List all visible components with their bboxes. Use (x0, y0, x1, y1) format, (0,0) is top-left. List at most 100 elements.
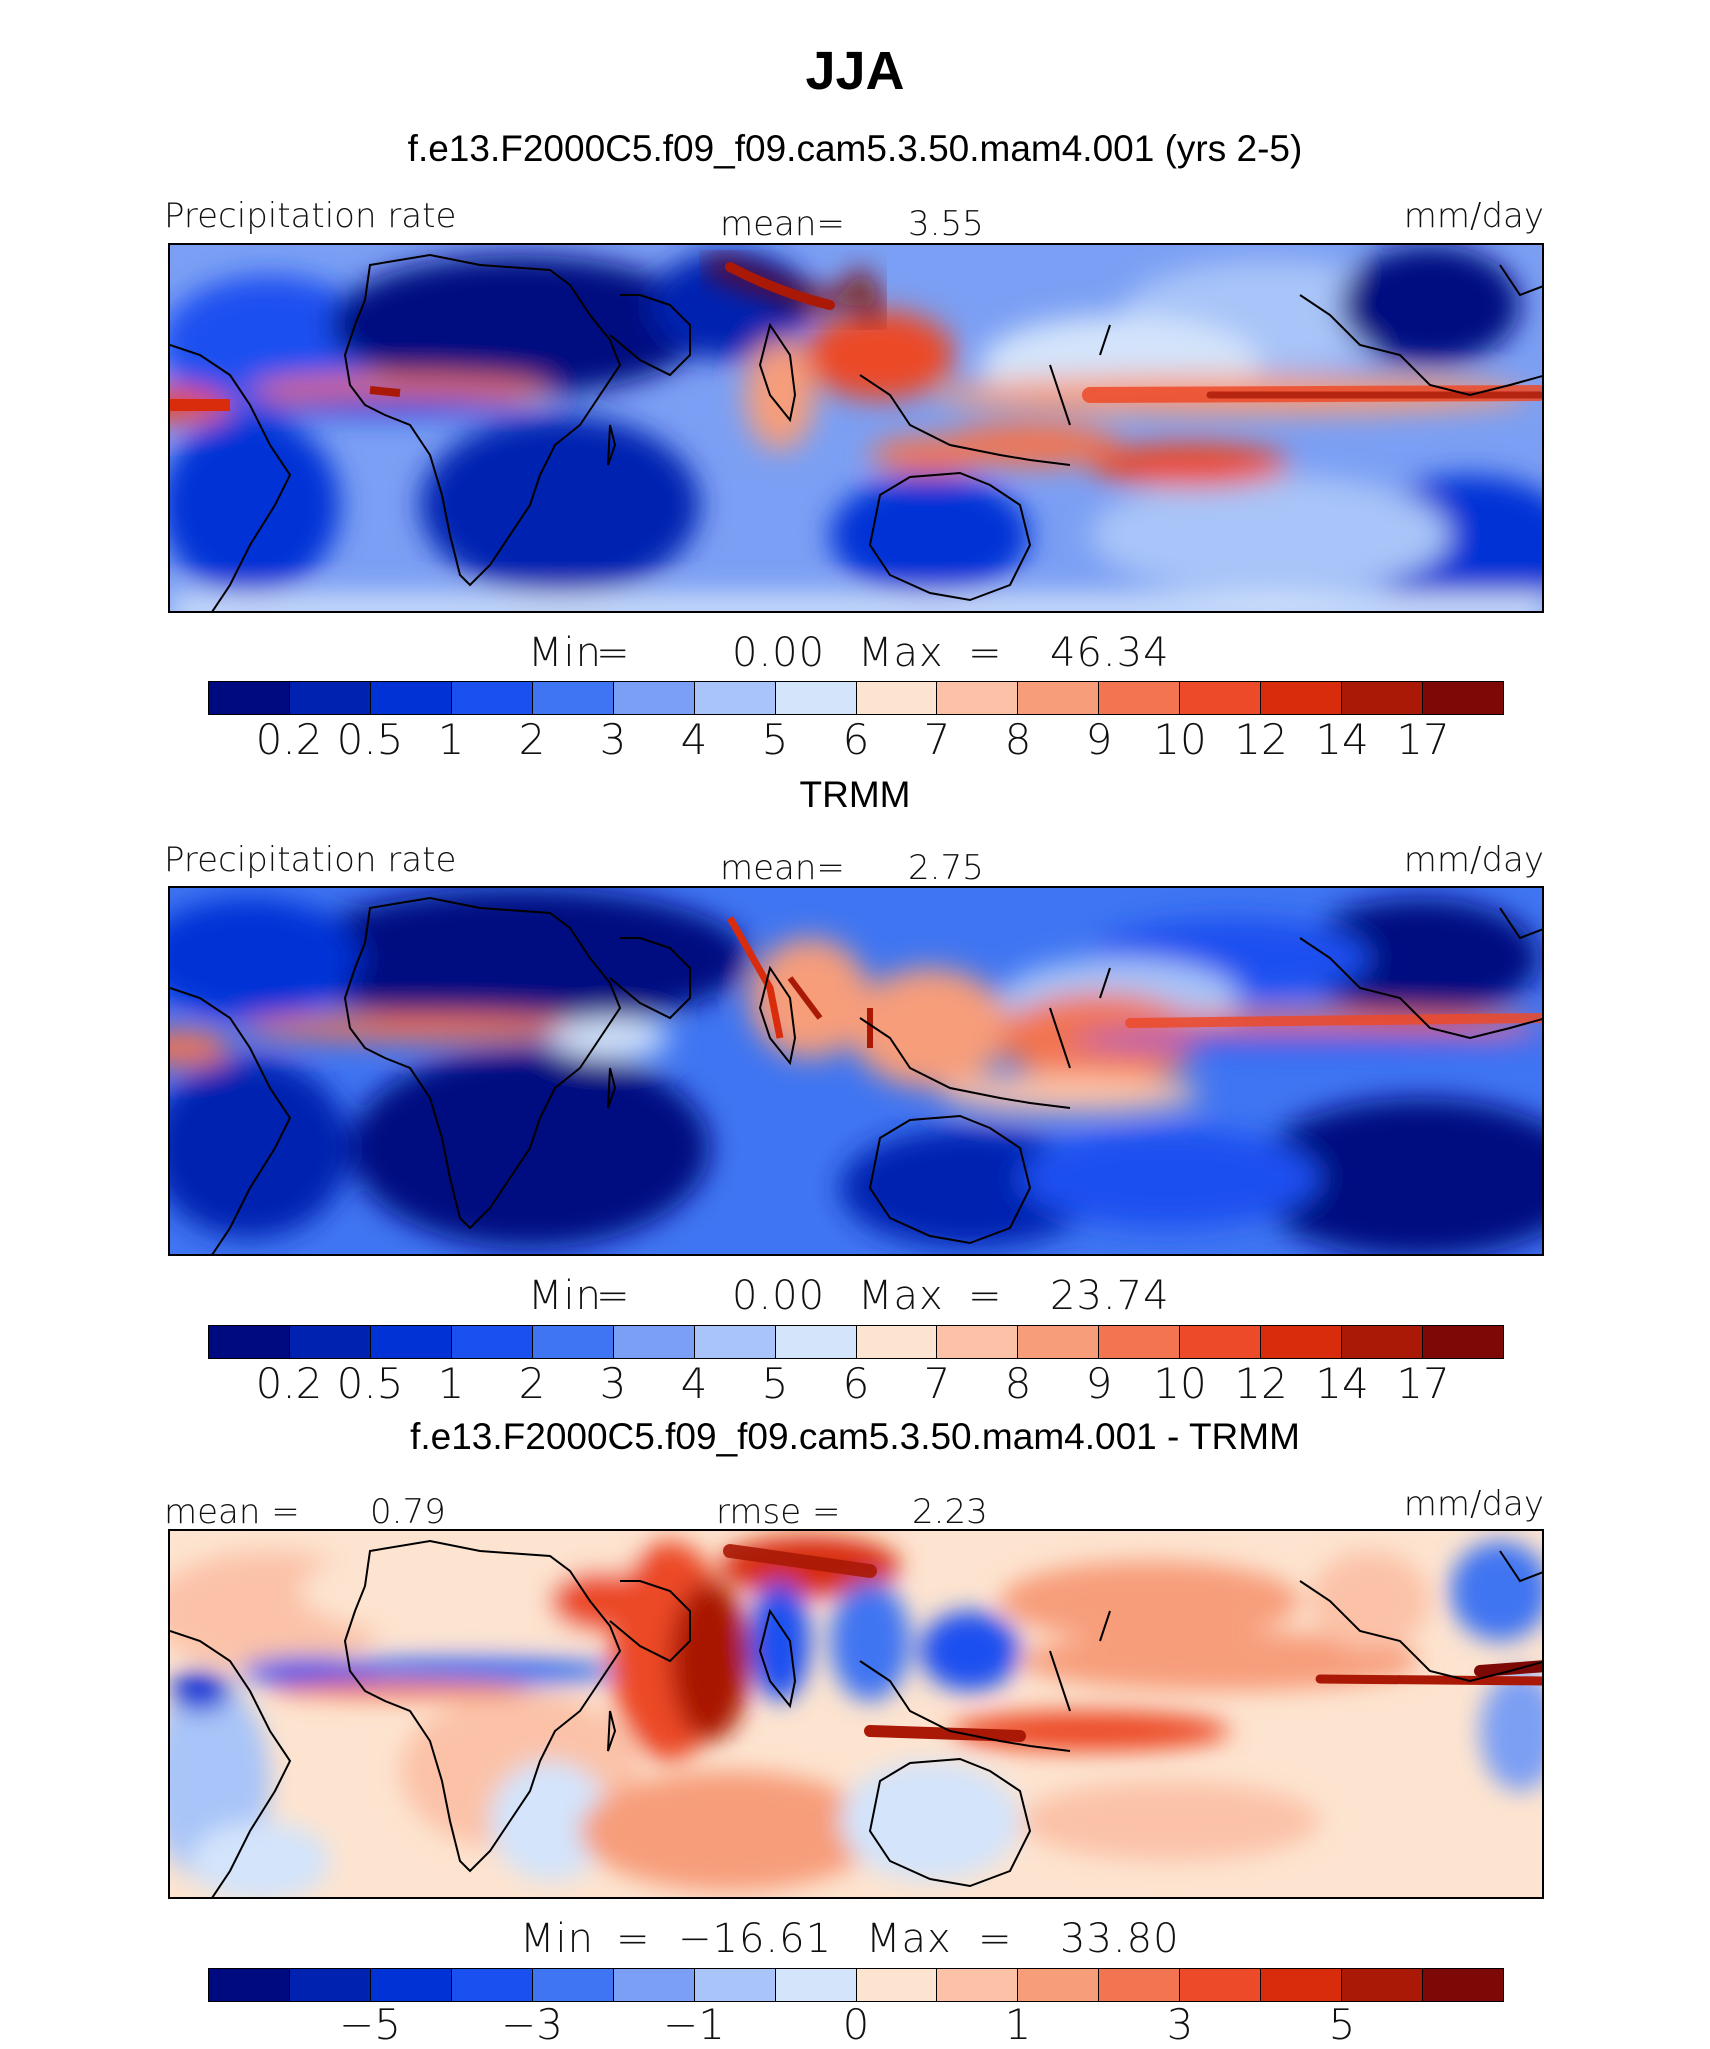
colorbar-segment (370, 1969, 452, 2001)
panel-2-mean-label: mean= (720, 848, 845, 888)
panel-2-colorbar-ticks: 0.2 0.5 1 2 3 4 5 6 7 8 9 10 12 14 17 (0, 1359, 1710, 1419)
colorbar-tick-label: 12 (1234, 1359, 1288, 1408)
colorbar-segment (1342, 1969, 1424, 2001)
colorbar-segment (856, 1969, 938, 2001)
colorbar-tick-label: 1 (437, 1359, 465, 1408)
colorbar-segment (613, 682, 695, 714)
colorbar-segment (1099, 682, 1181, 714)
colorbar-segment (613, 1326, 695, 1358)
panel-3-max-value: 33.80 (1060, 1916, 1180, 1962)
panel-1-min-label: Min (528, 630, 602, 676)
colorbar-segment (451, 682, 533, 714)
colorbar-segment (1180, 1969, 1262, 2001)
colorbar-segment (532, 1969, 614, 2001)
panel-3-header: f.e13.F2000C5.f09_f09.cam5.3.50.mam4.001… (410, 1416, 1300, 1457)
colorbar-segment (613, 1969, 695, 2001)
panel-2-colorbar (208, 1325, 1504, 1359)
panel-1-units: mm/day (1403, 196, 1544, 236)
colorbar-tick-label: −1 (663, 2000, 725, 2049)
panel-3-colorbar-ticks: −5 −3 −1 0 1 3 5 (0, 2000, 1710, 2049)
colorbar-segment (1261, 1969, 1343, 2001)
panel-1-mean-label: mean= (720, 204, 845, 244)
colorbar-segment (775, 1326, 857, 1358)
colorbar-tick-label: 10 (1153, 1359, 1207, 1408)
colorbar-tick-label: −3 (501, 2000, 563, 2049)
colorbar-segment (937, 1326, 1019, 1358)
colorbar-segment (451, 1326, 533, 1358)
colorbar-segment (1180, 1326, 1262, 1358)
colorbar-tick-label: 9 (1085, 1359, 1113, 1408)
colorbar-tick-label: 14 (1315, 715, 1369, 764)
colorbar-segment (775, 682, 857, 714)
colorbar-segment (289, 1969, 371, 2001)
panel-3-rmse-value: 2.23 (912, 1492, 988, 1532)
colorbar-tick-label: 7 (923, 1359, 951, 1408)
panel-2-min-value: 0.00 (732, 1273, 826, 1319)
colorbar-segment (1423, 1326, 1503, 1358)
colorbar-tick-label: 14 (1315, 1359, 1369, 1408)
colorbar-tick-label: 2 (518, 715, 546, 764)
colorbar-segment (1261, 1326, 1343, 1358)
colorbar-segment (1099, 1326, 1181, 1358)
colorbar-tick-label: 9 (1085, 715, 1113, 764)
colorbar-tick-label: −5 (339, 2000, 401, 2049)
panel-1-max-value: 46.34 (1050, 630, 1170, 676)
colorbar-tick-label: 17 (1396, 715, 1450, 764)
colorbar-segment (1099, 1969, 1181, 2001)
colorbar-tick-label: 0.2 (255, 1359, 323, 1408)
panel-2-header: TRMM (799, 774, 911, 815)
panel-3-mean-value: 0.79 (370, 1492, 446, 1532)
colorbar-tick-label: 0.5 (336, 1359, 404, 1408)
colorbar-tick-label: 3 (1166, 2000, 1194, 2049)
panel-1-map (168, 243, 1544, 613)
colorbar-segment (1018, 1326, 1100, 1358)
panel-3-min-value: −16.61 (678, 1916, 833, 1962)
colorbar-tick-label: 3 (599, 1359, 627, 1408)
panel-3-units: mm/day (1403, 1484, 1544, 1524)
colorbar-tick-label: 8 (1004, 1359, 1032, 1408)
colorbar-segment (532, 1326, 614, 1358)
colorbar-tick-label: 5 (1328, 2000, 1356, 2049)
colorbar-segment (1342, 1326, 1424, 1358)
colorbar-segment (1180, 682, 1262, 714)
colorbar-tick-label: 12 (1234, 715, 1288, 764)
panel-3-rmse-label: rmse = (716, 1492, 841, 1532)
panel-3-mean-label: mean = (164, 1492, 300, 1532)
colorbar-segment (289, 682, 371, 714)
colorbar-segment (694, 1969, 776, 2001)
colorbar-segment (209, 1326, 290, 1358)
colorbar-segment (1018, 1969, 1100, 2001)
colorbar-tick-label: 3 (599, 715, 627, 764)
colorbar-segment (856, 682, 938, 714)
colorbar-tick-label: 6 (842, 715, 870, 764)
colorbar-tick-label: 7 (923, 715, 951, 764)
colorbar-segment (289, 1326, 371, 1358)
colorbar-segment (370, 1326, 452, 1358)
colorbar-segment (1342, 682, 1424, 714)
colorbar-segment (775, 1969, 857, 2001)
colorbar-tick-label: 8 (1004, 715, 1032, 764)
panel-2-max-value: 23.74 (1050, 1273, 1170, 1319)
panel-1-mean-value: 3.55 (908, 204, 984, 244)
colorbar-tick-label: 10 (1153, 715, 1207, 764)
colorbar-tick-label: 1 (1004, 2000, 1032, 2049)
colorbar-segment (856, 1326, 938, 1358)
colorbar-tick-label: 1 (437, 715, 465, 764)
panel-3-map (168, 1529, 1544, 1899)
colorbar-tick-label: 6 (842, 1359, 870, 1408)
colorbar-segment (451, 1969, 533, 2001)
colorbar-segment (937, 682, 1019, 714)
panel-1-max-label: Max (858, 630, 944, 676)
colorbar-segment (1423, 1969, 1503, 2001)
colorbar-tick-label: 5 (761, 1359, 789, 1408)
colorbar-tick-label: 17 (1396, 1359, 1450, 1408)
panel-3-colorbar (208, 1968, 1504, 2002)
colorbar-tick-label: 0.2 (255, 715, 323, 764)
colorbar-tick-label: 4 (680, 715, 708, 764)
panel-1-colorbar (208, 681, 1504, 715)
colorbar-tick-label: 4 (680, 1359, 708, 1408)
colorbar-tick-label: 0.5 (336, 715, 404, 764)
panel-3-max-label: Max (866, 1916, 952, 1962)
colorbar-segment (694, 682, 776, 714)
colorbar-segment (937, 1969, 1019, 2001)
